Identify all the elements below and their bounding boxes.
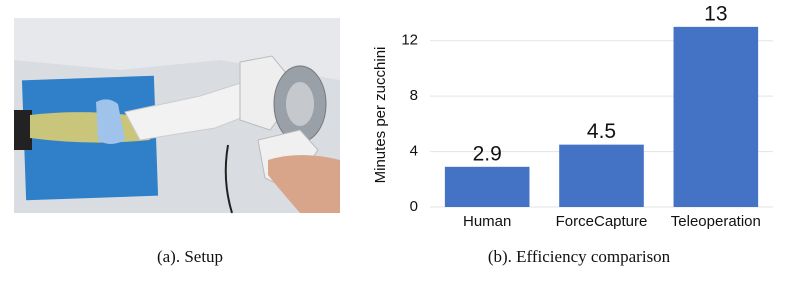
- bar: [444, 166, 530, 207]
- bar: [673, 26, 759, 207]
- y-tick-label: 12: [401, 32, 418, 49]
- setup-photo: [14, 18, 340, 214]
- x-tick-label: ForceCapture: [556, 213, 648, 230]
- caption: (b). Efficiency comparison: [488, 247, 671, 266]
- y-tick-label: 0: [410, 198, 418, 215]
- value-label: 2.9: [473, 142, 502, 165]
- bar: [559, 144, 644, 207]
- caption: (a). Setup: [157, 247, 223, 266]
- x-tick-label: Teleoperation: [671, 213, 761, 230]
- y-tick-label: 8: [410, 87, 418, 104]
- value-label: 4.5: [587, 120, 616, 143]
- y-tick-label: 4: [410, 143, 418, 160]
- y-axis-label: Minutes per zucchini: [372, 47, 389, 184]
- value-label: 13: [704, 2, 727, 25]
- x-tick-label: Human: [463, 213, 511, 230]
